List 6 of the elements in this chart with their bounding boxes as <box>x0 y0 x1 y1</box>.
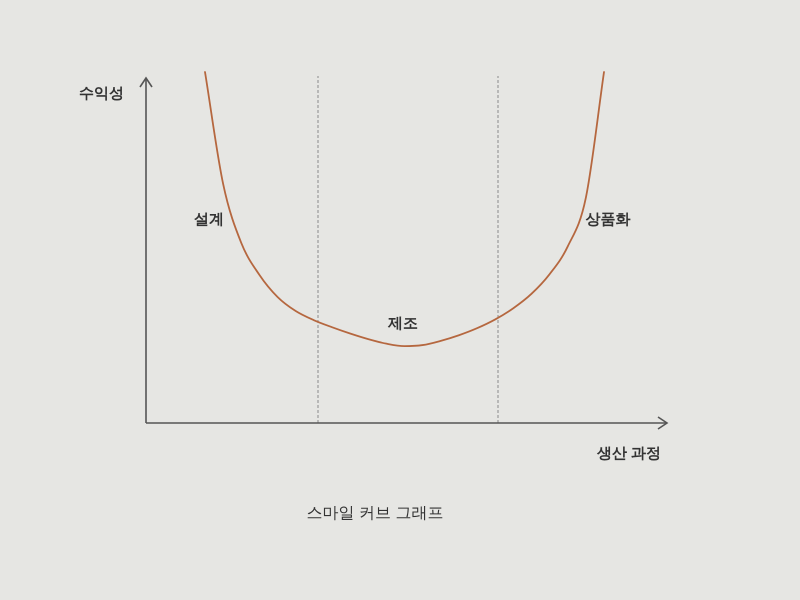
title: 스마일 커브 그래프 <box>306 505 444 522</box>
xlabel: 생산 과정 <box>596 445 661 462</box>
annotation: 상품화 <box>586 211 630 228</box>
annotation: 설계 <box>194 211 224 228</box>
annotation: 제조 <box>388 315 418 332</box>
ylabel: 수익성 <box>79 85 124 102</box>
